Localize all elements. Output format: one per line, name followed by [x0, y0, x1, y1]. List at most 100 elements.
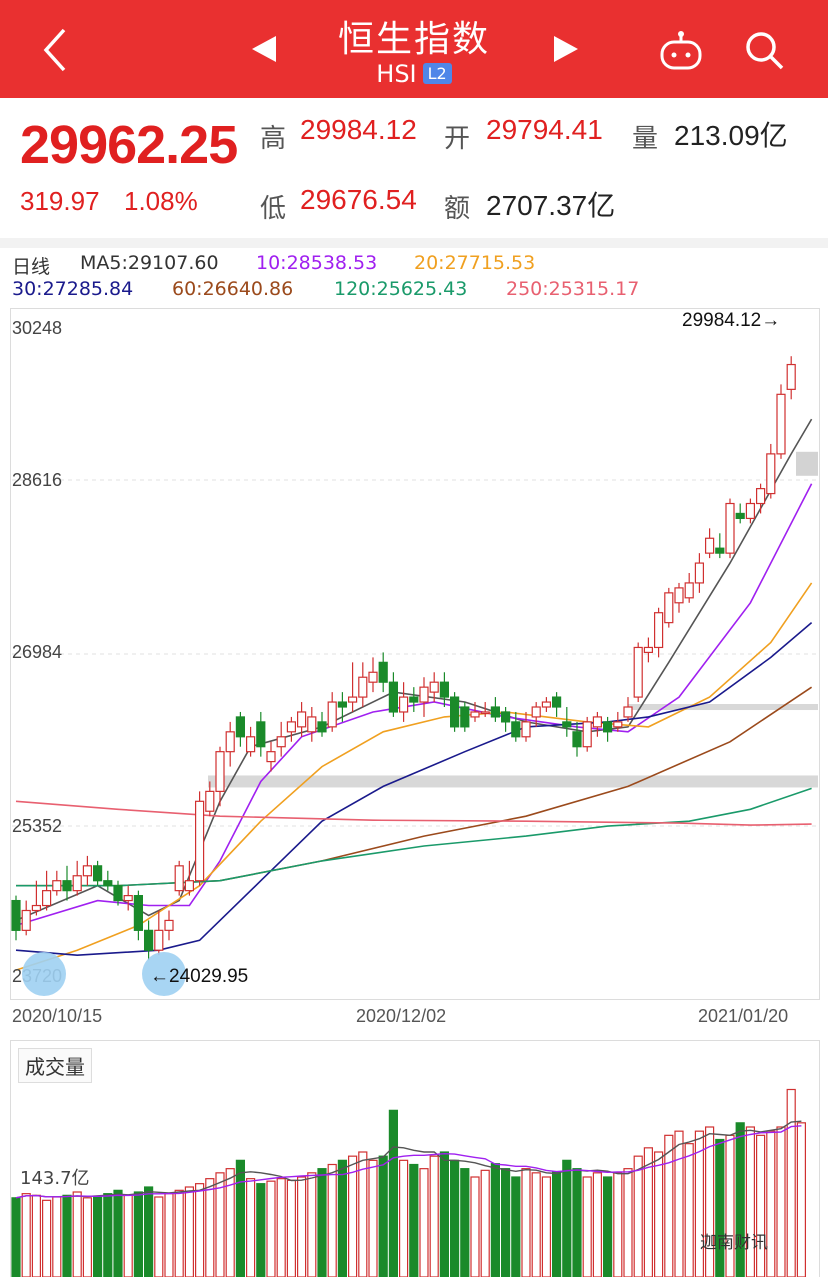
x-date-label: 2021/01/20	[698, 1006, 789, 1026]
candle-up	[643, 646, 654, 654]
candle-up	[592, 716, 603, 728]
candle-up	[674, 587, 684, 604]
candle-down	[715, 547, 725, 554]
candle-down	[409, 696, 419, 703]
range-band	[628, 704, 818, 711]
volume-bar	[704, 1126, 715, 1277]
ma-legend-ma250: 250:25315.17	[506, 278, 640, 300]
expand-left-button[interactable]	[22, 952, 66, 996]
next-triangle-icon[interactable]	[552, 34, 580, 64]
index-code: HSI L2	[0, 60, 828, 88]
volume-bar	[735, 1122, 745, 1277]
candle-down	[337, 701, 347, 708]
candle-up	[184, 880, 194, 892]
candle-up	[541, 701, 552, 708]
volume-bar	[174, 1189, 184, 1277]
candle-up	[776, 393, 786, 455]
search-icon[interactable]	[744, 30, 786, 72]
volume-bar	[215, 1172, 225, 1277]
candle-up	[205, 790, 215, 812]
candle-up	[72, 875, 82, 892]
candle-up	[82, 865, 93, 877]
y-tick-label: 30248	[12, 318, 63, 338]
code-text: HSI	[376, 60, 417, 88]
range-band	[796, 451, 818, 476]
volume-bar	[582, 1176, 592, 1277]
candle-down	[62, 880, 72, 892]
candle-up	[21, 909, 31, 931]
ma-legend-ma20: 20:27715.53	[414, 252, 536, 274]
y-tick-label: 25352	[12, 816, 63, 836]
candle-up	[531, 706, 541, 718]
candle-down	[113, 885, 123, 902]
candle-up	[276, 736, 286, 748]
volume-bar	[470, 1176, 480, 1277]
period-label[interactable]: 日线	[12, 256, 51, 278]
ma-legend-ma60: 60:26640.86	[172, 278, 294, 300]
ma-legend-ma120: 120:25625.43	[334, 278, 468, 300]
candle-up	[307, 716, 317, 733]
volume-bar	[388, 1109, 398, 1277]
robot-icon[interactable]	[658, 30, 704, 72]
candle-down	[490, 706, 500, 718]
candle-up	[613, 721, 623, 728]
candle-up	[368, 671, 378, 683]
volume-title[interactable]: 成交量	[18, 1048, 92, 1083]
ma-line-ma5	[15, 418, 813, 922]
open-label: 开	[444, 124, 471, 154]
amount-label: 额	[444, 194, 471, 224]
candle-down	[92, 865, 103, 882]
app-header: 恒生指数 HSI L2	[0, 0, 828, 98]
volume-bar	[755, 1134, 766, 1277]
prev-triangle-icon[interactable]	[250, 34, 278, 64]
change-value: 319.97	[20, 186, 100, 216]
candle-down	[103, 880, 113, 887]
watermark-text: 迦南财讯	[700, 1233, 768, 1253]
shrink-button[interactable]	[142, 952, 186, 996]
candle-up	[623, 706, 633, 718]
back-arrow-icon[interactable]	[36, 22, 76, 78]
ma-legend-ma5: MA5:29107.60	[80, 252, 219, 274]
candle-down	[235, 716, 245, 738]
volume-bar	[82, 1197, 93, 1277]
volume-bar	[11, 1197, 21, 1277]
high-label: 高	[260, 124, 287, 154]
candle-up	[266, 751, 276, 763]
volume-bar	[562, 1159, 572, 1277]
min-price-annotation: ←24029.95	[150, 966, 249, 987]
volume-bar	[602, 1176, 613, 1277]
candle-down	[551, 696, 562, 708]
candle-up	[52, 880, 62, 892]
candle-up	[704, 537, 715, 554]
candle-down	[133, 895, 143, 931]
low-label: 低	[260, 194, 287, 224]
volume-bar	[144, 1186, 154, 1277]
volume-value: 213.09亿	[674, 120, 788, 151]
volume-bar	[613, 1172, 623, 1277]
volume-ma-line	[15, 1120, 802, 1199]
volume-bar	[653, 1151, 664, 1277]
open-value: 29794.41	[486, 114, 603, 145]
volume-bar	[796, 1122, 807, 1277]
ma-line-ma20	[15, 582, 813, 971]
candle-down	[511, 721, 521, 738]
volume-bar	[154, 1196, 164, 1277]
kline-chart-frame[interactable]	[10, 308, 820, 1000]
candle-down	[317, 721, 327, 733]
current-price: 29962.25	[20, 115, 238, 175]
volume-bar	[297, 1176, 307, 1277]
candle-up	[664, 592, 674, 624]
amount-value: 2707.37亿	[486, 190, 616, 221]
candle-down	[501, 711, 511, 723]
volume-bar	[358, 1151, 368, 1277]
y-tick-label: 28616	[12, 470, 63, 490]
range-band	[208, 775, 818, 788]
ma-line-ma30	[15, 621, 813, 957]
candle-down	[11, 899, 21, 931]
section-divider	[0, 238, 828, 248]
candle-up	[653, 612, 664, 649]
candle-down	[735, 512, 745, 520]
candle-up	[786, 363, 796, 390]
candle-up	[766, 453, 776, 495]
volume-bar	[786, 1088, 796, 1277]
